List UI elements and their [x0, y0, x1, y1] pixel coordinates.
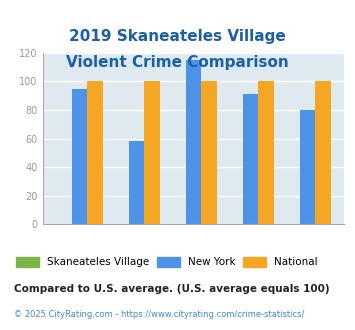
- Text: Violent Crime Comparison: Violent Crime Comparison: [66, 55, 289, 70]
- Bar: [300, 110, 315, 224]
- Bar: [72, 88, 87, 224]
- Bar: [258, 82, 274, 224]
- Bar: [201, 82, 217, 224]
- Text: 2019 Skaneateles Village: 2019 Skaneateles Village: [69, 29, 286, 44]
- Bar: [243, 94, 258, 224]
- Text: Compared to U.S. average. (U.S. average equals 100): Compared to U.S. average. (U.S. average …: [14, 284, 330, 294]
- Bar: [129, 142, 144, 224]
- Bar: [315, 82, 331, 224]
- Bar: [186, 60, 201, 224]
- Legend: Skaneateles Village, New York, National: Skaneateles Village, New York, National: [16, 256, 318, 267]
- Bar: [87, 82, 103, 224]
- Bar: [144, 82, 159, 224]
- Text: © 2025 CityRating.com - https://www.cityrating.com/crime-statistics/: © 2025 CityRating.com - https://www.city…: [14, 311, 305, 319]
